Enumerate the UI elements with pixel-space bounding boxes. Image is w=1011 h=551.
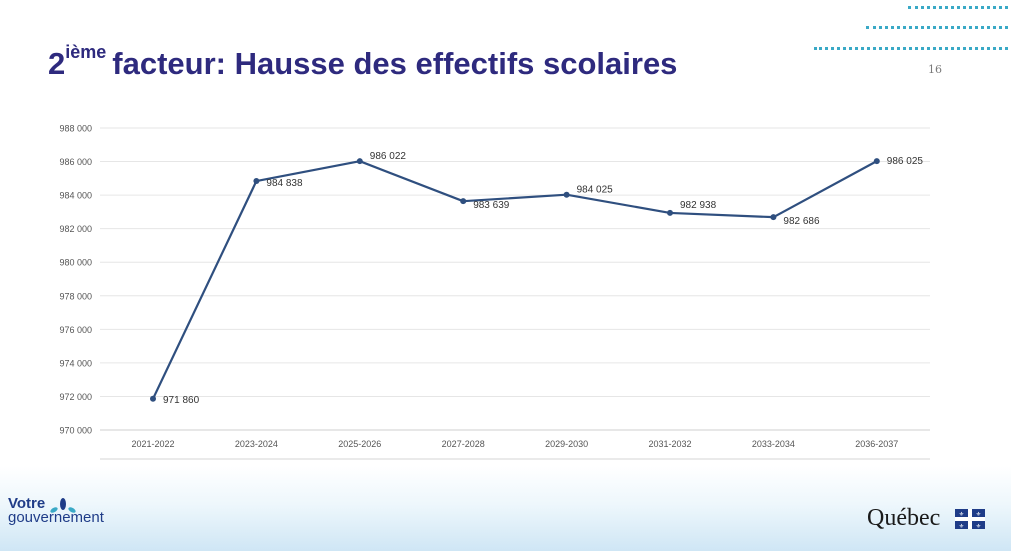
x-tick-label: 2031-2032 — [648, 439, 691, 449]
data-labels: 971 860 984 838 986 022 983 639 984 025 982 9… — [163, 151, 923, 406]
data-point — [460, 198, 467, 205]
decorative-dots-middle — [866, 26, 1008, 29]
decorative-dots-bottom — [814, 47, 1008, 50]
y-tick-label: 972 000 — [59, 392, 92, 402]
series-line — [152, 160, 878, 400]
data-point — [873, 158, 880, 165]
x-axis-ticks: 2021-2022 2023-2024 2025-2026 2027-2028 2029… — [131, 439, 898, 449]
footer-band — [0, 466, 1011, 551]
data-label: 971 860 — [163, 395, 200, 406]
series-points — [150, 158, 880, 402]
page-number: 16 — [928, 63, 942, 76]
x-tick-label: 2036-2037 — [855, 439, 898, 449]
y-axis-ticks: 970 000 972 000 974 000 976 000 978 000 980 0… — [59, 124, 92, 436]
y-tick-label: 986 000 — [59, 157, 92, 167]
data-label: 983 639 — [473, 200, 510, 211]
quebec-logo: Québec — [867, 505, 941, 531]
x-tick-label: 2023-2024 — [235, 439, 278, 449]
fleur-de-lis-flag-icon: ⚜ ⚜ ⚜ ⚜ — [955, 509, 985, 529]
chart-grid — [100, 127, 930, 460]
data-label: 982 686 — [783, 216, 820, 227]
svg-text:⚜: ⚜ — [976, 511, 981, 518]
y-tick-label: 976 000 — [59, 325, 92, 335]
title-text: facteur: Hausse des effectifs scolaires — [112, 46, 678, 81]
title-number: 2 — [48, 46, 66, 81]
data-point — [356, 158, 363, 165]
y-tick-label: 980 000 — [59, 258, 92, 268]
data-point — [253, 178, 260, 185]
x-tick-label: 2033-2034 — [752, 439, 795, 449]
decorative-dots-top — [908, 6, 1008, 9]
svg-text:⚜: ⚜ — [959, 523, 964, 529]
data-label: 986 022 — [370, 151, 407, 162]
title-superscript: ième — [65, 42, 107, 62]
x-tick-label: 2027-2028 — [442, 439, 485, 449]
leaf-icon — [50, 498, 76, 513]
data-point — [563, 191, 570, 198]
data-point — [667, 209, 673, 216]
y-tick-label: 988 000 — [59, 124, 92, 134]
logo-line-2: gouvernement — [8, 509, 104, 526]
data-label: 984 025 — [577, 185, 614, 196]
data-point — [770, 214, 777, 221]
y-tick-label: 984 000 — [59, 191, 92, 201]
logo-line-1: Votre — [8, 495, 46, 512]
data-label: 984 838 — [266, 178, 303, 189]
y-tick-label: 970 000 — [59, 426, 92, 436]
svg-text:⚜: ⚜ — [976, 523, 981, 529]
data-label: 986 025 — [887, 156, 924, 167]
x-tick-label: 2029-2030 — [545, 439, 588, 449]
page-title: 2ième facteur: Hausse des effectifs scola… — [48, 42, 678, 82]
votre-gouvernement-logo: Votre gouvernement — [8, 495, 104, 526]
y-tick-label: 982 000 — [59, 224, 92, 234]
svg-text:⚜: ⚜ — [959, 511, 964, 518]
series-line-layer — [152, 160, 878, 400]
y-tick-label: 978 000 — [59, 291, 92, 301]
x-tick-label: 2021-2022 — [131, 439, 174, 449]
y-tick-label: 974 000 — [59, 358, 92, 368]
data-label: 982 938 — [680, 200, 717, 211]
data-point — [150, 395, 156, 402]
x-tick-label: 2025-2026 — [338, 439, 381, 449]
